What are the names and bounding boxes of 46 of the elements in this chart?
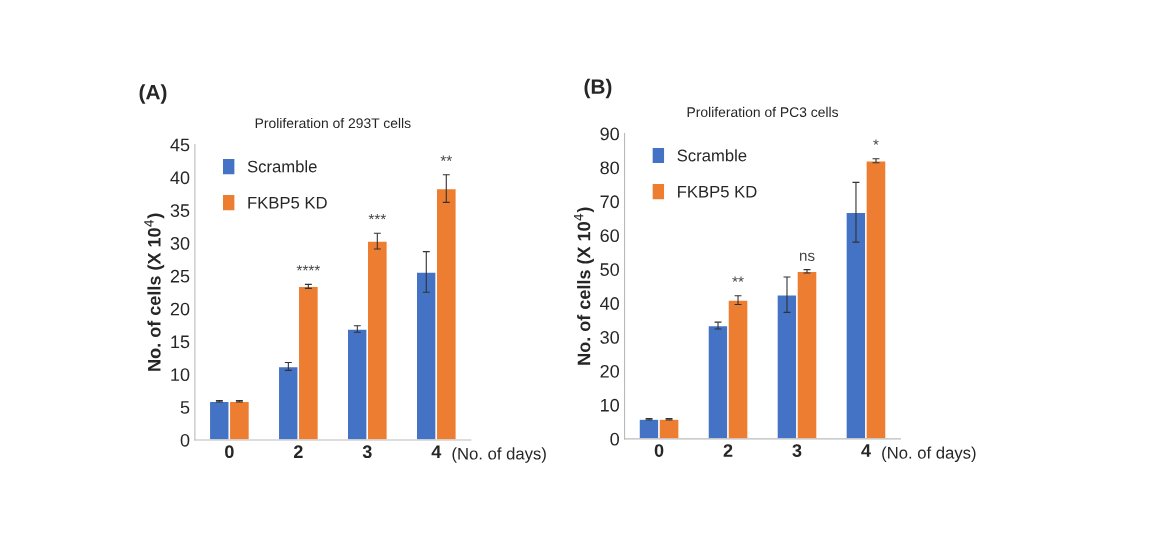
annotation: *** <box>368 213 386 220</box>
y-tick-label: 20 <box>170 302 190 316</box>
legend-label: FKBP5 KD <box>248 196 327 209</box>
annotation: * <box>873 139 879 145</box>
x-tick-label: 0 <box>225 445 234 459</box>
y-tick-label: 10 <box>171 368 190 382</box>
annotation: ** <box>440 155 452 161</box>
annotation: **** <box>296 265 320 271</box>
x-tick-label: 2 <box>293 445 303 458</box>
x-tick-label: 3 <box>362 445 372 459</box>
x-tick-label: 2 <box>723 444 733 457</box>
y-tick-label: 15 <box>171 335 190 349</box>
y-tick-label: 50 <box>600 263 619 276</box>
y-tick-label: 30 <box>600 331 619 344</box>
y-tick-label: 40 <box>600 297 619 310</box>
y-tick-label: 5 <box>180 401 190 414</box>
chart-title: Proliferation of PC3 cells <box>687 106 839 118</box>
y-tick-label: 40 <box>170 171 190 185</box>
y-tick-label: 35 <box>170 204 190 217</box>
legend-label: Scramble <box>247 160 317 173</box>
text: (B) <box>584 78 612 99</box>
y-tick-label: 20 <box>600 364 619 378</box>
x-tick-label: 4 <box>431 445 442 458</box>
y-axis-title: No. of cells (X 10$^{4}$) <box>574 207 594 365</box>
x-axis-title: (No. of days) <box>452 447 546 463</box>
y-tick-label: 70 <box>600 195 619 209</box>
y-tick-label: 25 <box>170 269 190 283</box>
y-tick-label: 45 <box>170 138 190 152</box>
y-tick-label: 0 <box>610 432 619 446</box>
y-tick-label: 60 <box>600 229 619 243</box>
x-tick-label: 4 <box>861 444 871 457</box>
x-tick-label: 3 <box>792 444 802 457</box>
x-axis-title: (No. of days) <box>882 446 976 463</box>
legend-label: FKBP5 KD <box>678 185 757 198</box>
chart-title: Proliferation of 293T cells <box>255 117 411 129</box>
annotation: ** <box>732 276 744 282</box>
y-tick-label: 90 <box>600 127 619 141</box>
y-tick-label: 10 <box>601 398 619 412</box>
x-tick-label: 0 <box>654 444 664 457</box>
legend-label: Scramble <box>677 149 747 162</box>
annotation: ns <box>799 252 815 262</box>
y-axis-title: No. of cells (X 10$^{4}$) <box>144 213 165 371</box>
y-tick-label: 80 <box>600 161 619 175</box>
y-tick-label: 0 <box>180 433 190 447</box>
y-tick-label: 30 <box>170 237 190 250</box>
text: (A) <box>139 84 167 104</box>
